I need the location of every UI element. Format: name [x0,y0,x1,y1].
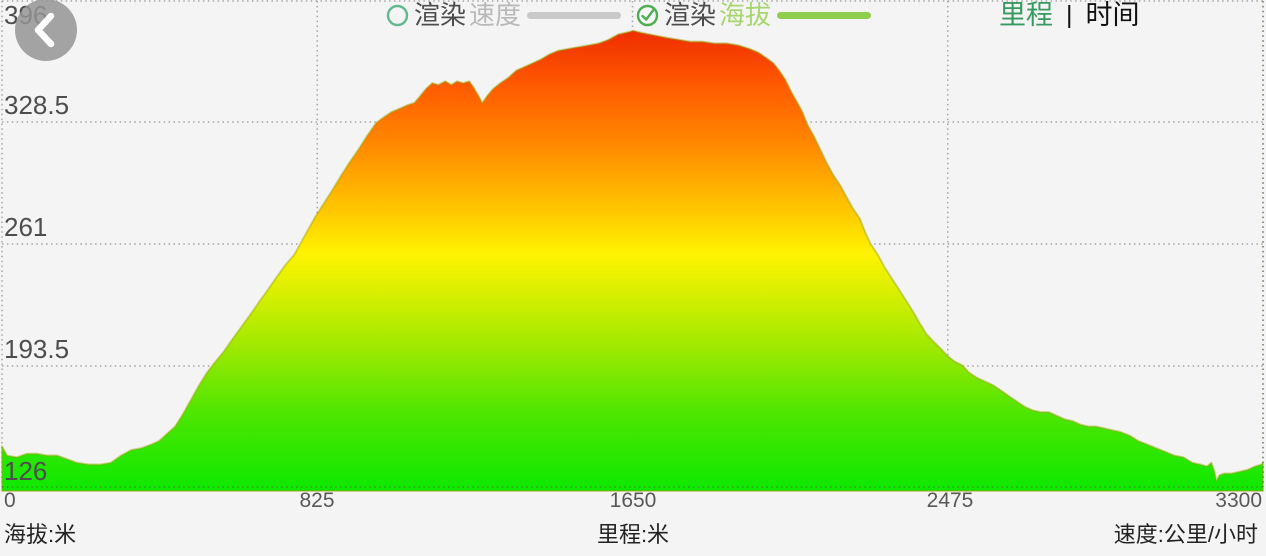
tab-mileage[interactable]: 里程 [999,0,1053,30]
back-chevron-icon [34,12,55,48]
x-tick-label: 3300 [1215,489,1262,512]
tab-separator: | [1066,0,1073,29]
legend-render-label: 渲染 [414,0,467,30]
mode-tabs: 里程 | 时间 [999,0,1140,30]
tab-time[interactable]: 时间 [1085,0,1140,30]
check-circle-icon [636,4,659,26]
elevation-unit-label: 海拔:米 [4,522,77,547]
radio-circle-icon [386,4,409,26]
legend-series-elevation-label: 海拔 [719,0,772,30]
y-tick-label: 193.5 [4,334,70,364]
y-tick-label: 126 [4,456,48,486]
legend-series-speed-label: 速度 [469,0,522,30]
legend-render-label: 渲染 [664,0,717,30]
elevation-area-chart[interactable] [0,0,1266,492]
x-tick-label: 1650 [609,489,657,512]
mileage-unit-label: 里程:米 [596,522,670,547]
legend-item-speed[interactable]: 渲染 速度 [386,0,622,30]
x-tick-label: 825 [299,489,335,512]
legend-line-elevation [777,11,872,19]
x-tick-label: 2475 [926,489,974,512]
legend-line-speed [527,11,622,19]
speed-unit-label: 速度:公里/小时 [1113,522,1258,547]
x-tick-label: 0 [4,489,16,512]
legend-item-elevation[interactable]: 渲染 海拔 [636,0,872,30]
back-button[interactable] [15,0,77,61]
y-tick-label: 261 [4,212,48,242]
y-tick-label: 328.5 [4,90,70,120]
